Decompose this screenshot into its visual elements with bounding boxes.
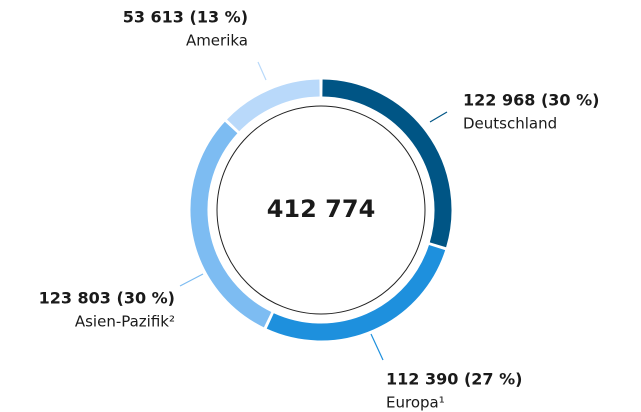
category-label: Asien-Pazifik² — [75, 313, 175, 331]
category-label: Europa¹ — [386, 394, 445, 412]
donut-segment — [227, 79, 320, 132]
category-label: Deutschland — [463, 115, 557, 133]
leader-line — [429, 111, 448, 123]
donut-segment — [266, 244, 446, 341]
donut-segment — [322, 79, 452, 248]
value-label: 53 613 (13 %) — [123, 8, 248, 27]
value-label: 123 803 (30 %) — [39, 289, 175, 308]
center-total: 412 774 — [267, 195, 376, 223]
category-label: Amerika — [186, 32, 248, 50]
leader-line — [179, 273, 204, 287]
donut-segment — [190, 121, 272, 328]
value-label: 112 390 (27 %) — [386, 370, 522, 389]
inner-ring — [216, 105, 426, 315]
value-label: 122 968 (30 %) — [463, 91, 599, 110]
leader-line — [257, 61, 267, 81]
leader-line — [370, 333, 384, 361]
